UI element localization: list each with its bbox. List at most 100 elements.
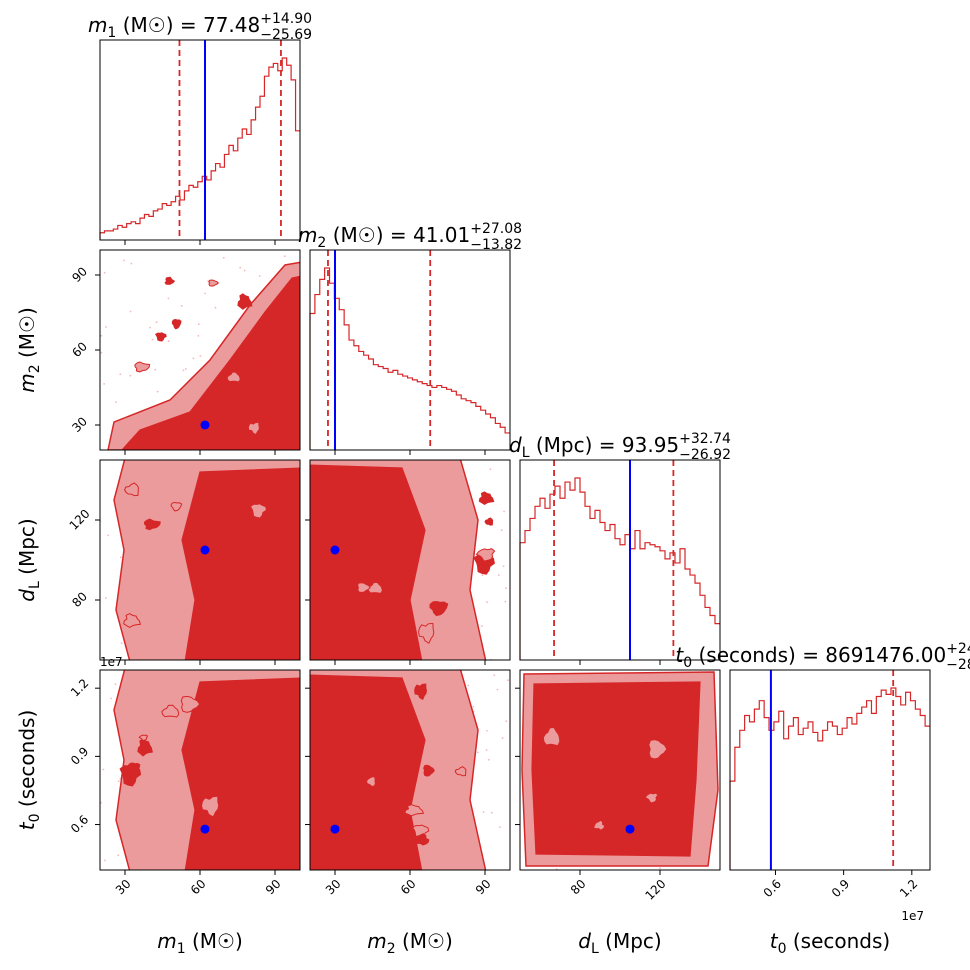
x-tick-label: 90 bbox=[473, 877, 494, 898]
sample-point bbox=[258, 275, 261, 277]
contour-island bbox=[255, 359, 264, 367]
sample-point bbox=[214, 306, 217, 309]
sample-point bbox=[149, 326, 151, 329]
contour-island bbox=[592, 819, 606, 831]
sample-point bbox=[102, 768, 105, 771]
contour-panel-m1-m2 bbox=[100, 255, 300, 450]
x-axis-label-m1-unit: (M☉) bbox=[186, 929, 243, 953]
contour-inner bbox=[181, 677, 300, 870]
y-axis-label-m2-base: m bbox=[15, 373, 39, 392]
sample-point bbox=[497, 574, 500, 576]
contour-island bbox=[637, 716, 647, 723]
sample-point bbox=[504, 600, 507, 603]
title-subscript: 0 bbox=[683, 655, 692, 671]
x-axis-label-t0: t0 (seconds) bbox=[770, 929, 890, 957]
contour-island bbox=[170, 501, 183, 512]
sample-point bbox=[505, 720, 508, 723]
contour-island bbox=[648, 739, 668, 760]
marks-layer bbox=[99, 40, 930, 870]
sample-point bbox=[155, 321, 158, 324]
contour-island bbox=[262, 533, 274, 543]
y-axis-label-t0-unit: (seconds) bbox=[15, 710, 39, 814]
contour-island bbox=[171, 318, 182, 330]
contour-island bbox=[363, 495, 381, 515]
contour-island bbox=[356, 582, 371, 594]
title-upper-error: +249 bbox=[946, 641, 970, 657]
contour-panel-m1-t0 bbox=[100, 670, 300, 870]
sample-point bbox=[107, 534, 110, 537]
truth-point-dL-t0 bbox=[625, 824, 635, 834]
contour-inner bbox=[181, 467, 300, 660]
x-axis-label-m2-unit: (M☉) bbox=[396, 929, 453, 953]
contour-island bbox=[208, 279, 220, 287]
title-value: (M☉) = 77.48 bbox=[116, 13, 260, 37]
sample-point bbox=[156, 390, 159, 393]
sample-point bbox=[130, 262, 133, 265]
title-value: (M☉) = 41.01 bbox=[326, 223, 470, 247]
sample-point bbox=[151, 338, 154, 341]
x-tick-label: 30 bbox=[113, 877, 134, 898]
y-axis-label-dL-unit: (Mpc) bbox=[15, 518, 39, 581]
title-lower-error: −26.92 bbox=[679, 447, 731, 463]
y-axis-label-dL: dL (Mpc) bbox=[15, 518, 43, 601]
y-axis-label-t0-base: t bbox=[15, 821, 39, 830]
sample-point bbox=[119, 556, 122, 559]
histogram-dL bbox=[519, 477, 720, 660]
panel-frame-m1-m1 bbox=[99, 39, 301, 241]
contour-island bbox=[216, 555, 234, 576]
contour-island bbox=[247, 421, 260, 436]
sample-point bbox=[103, 383, 105, 385]
y-tick-label: 0.6 bbox=[68, 812, 91, 835]
y-axis-label-m2: m2 (M☉) bbox=[15, 307, 43, 393]
sample-point bbox=[103, 271, 106, 274]
sample-point bbox=[496, 688, 499, 691]
x-tick-label: 80 bbox=[568, 877, 589, 898]
contour-island bbox=[237, 293, 253, 310]
contour-island bbox=[579, 828, 591, 838]
y-offset-label: 1e7 bbox=[100, 655, 123, 669]
contour-island bbox=[547, 789, 557, 798]
sample-point bbox=[222, 256, 225, 259]
sample-point bbox=[239, 266, 242, 269]
truth-point-m2-dL bbox=[330, 545, 340, 555]
x-tick-label: 0.6 bbox=[761, 877, 784, 900]
sample-point bbox=[182, 369, 185, 372]
title-base: m bbox=[298, 223, 317, 247]
contour-island bbox=[203, 506, 215, 518]
frames-layer bbox=[95, 39, 931, 875]
truth-point-m1-dL bbox=[200, 545, 210, 555]
contour-island bbox=[249, 503, 268, 519]
x-tick-label: 90 bbox=[263, 877, 284, 898]
sample-point bbox=[180, 304, 183, 307]
sample-point bbox=[199, 355, 202, 357]
y-axis-label-m2-unit: (M☉) bbox=[15, 307, 39, 364]
contour-island bbox=[138, 734, 149, 742]
sample-point bbox=[154, 368, 157, 371]
x-axis-label-m2-subscript: 2 bbox=[387, 941, 396, 957]
contour-inner bbox=[310, 674, 426, 870]
sample-point bbox=[507, 679, 509, 682]
contour-island bbox=[252, 842, 262, 850]
contour-island bbox=[369, 755, 387, 769]
title-base: d bbox=[509, 433, 522, 457]
x-axis-label-m1: m1 (M☉) bbox=[157, 929, 243, 957]
x-axis-label-dL-subscript: L bbox=[591, 941, 599, 957]
text-layer: 30 60 90 30 60 90 80 120 0.6 0.9 1.2306090801200.6… bbox=[15, 11, 970, 957]
panel-frame-m2-m2 bbox=[309, 249, 511, 451]
sample-point bbox=[487, 758, 490, 761]
contour-island bbox=[193, 626, 211, 644]
x-tick-label: 120 bbox=[642, 877, 668, 903]
sample-point bbox=[104, 859, 106, 862]
sample-point bbox=[204, 292, 207, 295]
sample-point bbox=[243, 269, 246, 272]
sample-point bbox=[486, 730, 488, 732]
x-axis-label-m1-subscript: 1 bbox=[177, 941, 186, 957]
contour-island bbox=[154, 332, 167, 342]
contour-island bbox=[556, 817, 570, 832]
sample-point bbox=[493, 674, 496, 676]
sample-point bbox=[167, 297, 170, 300]
histogram-m1 bbox=[99, 57, 300, 240]
sample-point bbox=[117, 854, 120, 857]
title-value: (Mpc) = 93.95 bbox=[530, 433, 680, 457]
x-tick-label: 60 bbox=[188, 877, 209, 898]
